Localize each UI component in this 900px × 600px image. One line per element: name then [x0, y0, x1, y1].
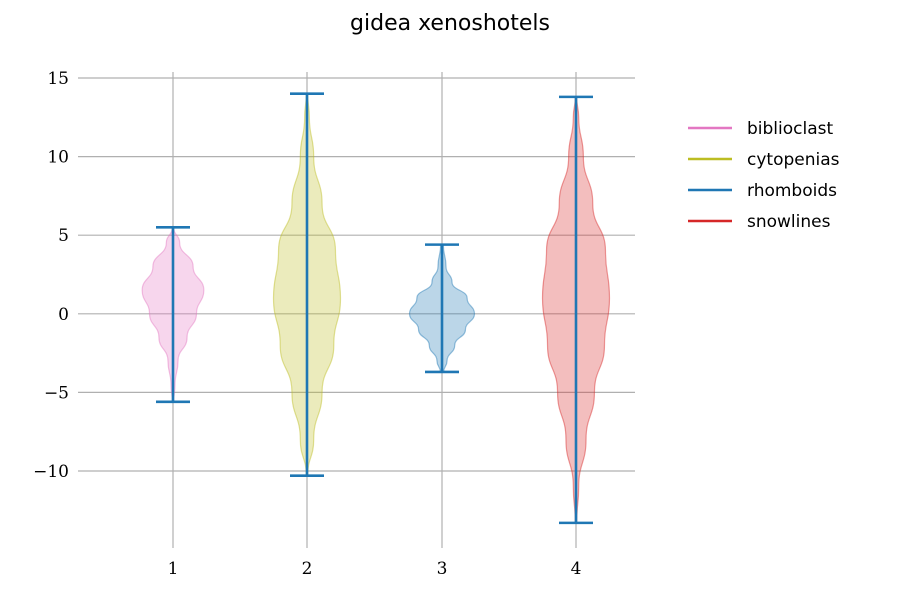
chart-title: gidea xenoshotels: [350, 11, 550, 36]
legend-label: biblioclast: [747, 119, 833, 139]
axis-ticks: 15 10 5 0 −5 −10 1 2 3 4: [33, 69, 581, 579]
whiskers: [156, 92, 593, 525]
x-tick-label: 2: [302, 559, 313, 579]
legend-item-rhomboids: rhomboids: [688, 181, 837, 201]
y-tick-label: −10: [33, 462, 69, 482]
x-tick-label: 4: [571, 559, 582, 579]
legend-item-biblioclast: biblioclast: [688, 119, 833, 139]
x-tick-label: 1: [168, 559, 179, 579]
legend-label: rhomboids: [747, 181, 837, 201]
legend-label: snowlines: [747, 212, 831, 232]
y-tick-label: 15: [47, 69, 69, 89]
legend-item-cytopenias: cytopenias: [688, 150, 840, 170]
violins: [141, 93, 611, 524]
y-tick-label: −5: [44, 383, 69, 403]
legend-item-snowlines: snowlines: [688, 212, 831, 232]
y-tick-label: 5: [58, 226, 69, 246]
y-tick-label: 10: [47, 148, 69, 168]
y-tick-label: 0: [58, 305, 69, 325]
legend: biblioclast cytopenias rhomboids snowlines: [688, 119, 840, 232]
legend-label: cytopenias: [747, 150, 840, 170]
x-tick-label: 3: [437, 559, 448, 579]
